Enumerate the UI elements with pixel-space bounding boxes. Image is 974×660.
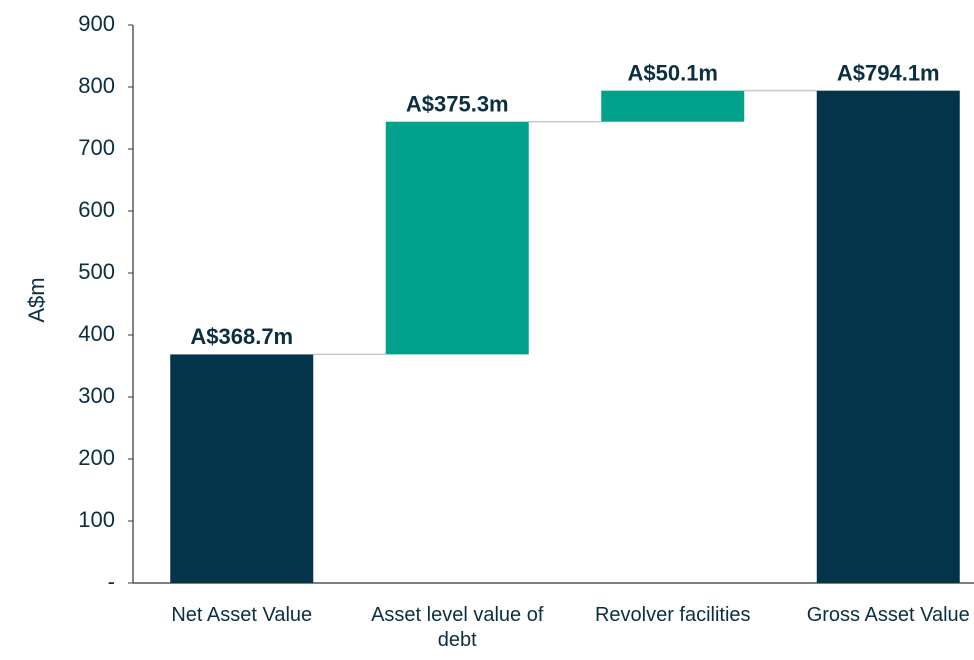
y-tick-label: 900 <box>78 11 115 36</box>
x-tick-label: Net Asset Value <box>171 604 313 626</box>
y-tick-label: 100 <box>78 507 115 532</box>
y-tick-label: 700 <box>78 135 115 160</box>
x-tick-label: Revolver facilities <box>594 604 751 626</box>
y-tick-label: 400 <box>78 321 115 346</box>
y-tick-label: 800 <box>78 73 115 98</box>
bar <box>385 121 529 355</box>
value-label: A$368.7m <box>190 324 293 349</box>
y-tick-label: 500 <box>78 259 115 284</box>
y-axis-label: A$m <box>24 277 49 322</box>
x-tick-label: Asset level value of debt <box>371 604 544 651</box>
y-tick-label: 600 <box>78 197 115 222</box>
y-tick-label: - <box>108 569 115 594</box>
value-label: A$375.3m <box>406 92 509 117</box>
y-tick-label: 200 <box>78 445 115 470</box>
value-label: A$794.1m <box>837 60 940 85</box>
x-tick-label: Gross Asset Value <box>806 604 970 626</box>
bar <box>601 90 745 122</box>
value-label: A$50.1m <box>627 60 718 85</box>
bar <box>816 90 960 584</box>
bar <box>170 354 314 583</box>
y-tick-label: 300 <box>78 383 115 408</box>
